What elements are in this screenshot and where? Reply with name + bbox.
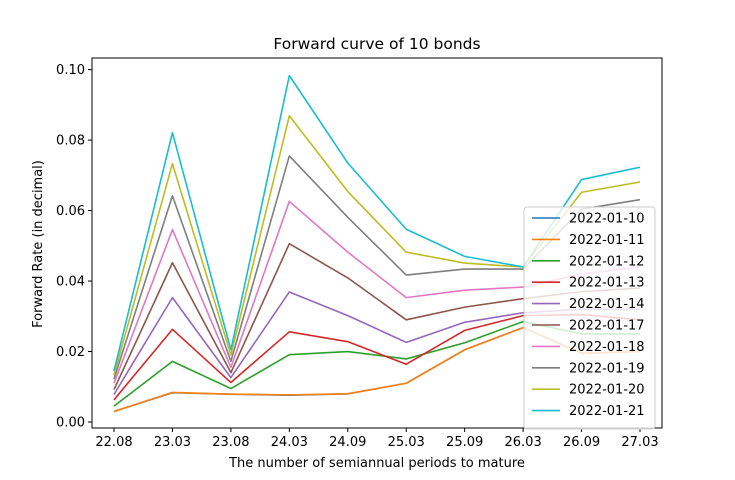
x-axis-label: The number of semiannual periods to matu… <box>228 456 525 471</box>
legend-label: 2022-01-13 <box>569 276 645 291</box>
x-tick-label: 24.03 <box>271 435 308 450</box>
x-tick-label: 22.08 <box>95 435 132 450</box>
legend-label: 2022-01-14 <box>569 297 645 312</box>
chart-title: Forward curve of 10 bonds <box>273 35 480 53</box>
x-tick-label: 26.09 <box>563 435 600 450</box>
y-tick-label: 0.02 <box>56 345 85 360</box>
legend-box <box>523 206 656 430</box>
x-tick-label: 26.03 <box>505 435 542 450</box>
y-tick-label: 0.00 <box>56 416 85 431</box>
plot-frame <box>91 57 663 429</box>
legend-label: 2022-01-12 <box>569 254 645 269</box>
axes: 22.08 23.03 23.08 24.03 24.09 25.03 25.09 26.03… <box>56 57 663 450</box>
legend: 2022-01-10 2022-01-11 2022-01-12 2022-01-13… <box>523 206 656 430</box>
x-tick-label: 25.09 <box>446 435 483 450</box>
x-tick-label: 27.03 <box>621 435 658 450</box>
x-tick-label: 24.09 <box>329 435 366 450</box>
legend-label: 2022-01-11 <box>569 233 645 248</box>
legend-label: 2022-01-18 <box>569 340 645 355</box>
y-axis-label: Forward Rate (in decimal) <box>31 160 46 328</box>
legend-label: 2022-01-10 <box>569 212 645 227</box>
legend-label: 2022-01-17 <box>569 319 645 334</box>
y-tick-label: 0.10 <box>56 63 85 78</box>
legend-label: 2022-01-19 <box>569 361 645 376</box>
y-tick-label: 0.08 <box>56 134 85 149</box>
y-tick-label: 0.04 <box>56 275 85 290</box>
legend-label: 2022-01-21 <box>569 404 645 419</box>
x-tick-label: 25.03 <box>388 435 425 450</box>
y-tick-label: 0.06 <box>56 204 85 219</box>
x-tick-label: 23.03 <box>154 435 191 450</box>
legend-label: 2022-01-20 <box>569 383 645 398</box>
x-tick-label: 23.08 <box>212 435 249 450</box>
